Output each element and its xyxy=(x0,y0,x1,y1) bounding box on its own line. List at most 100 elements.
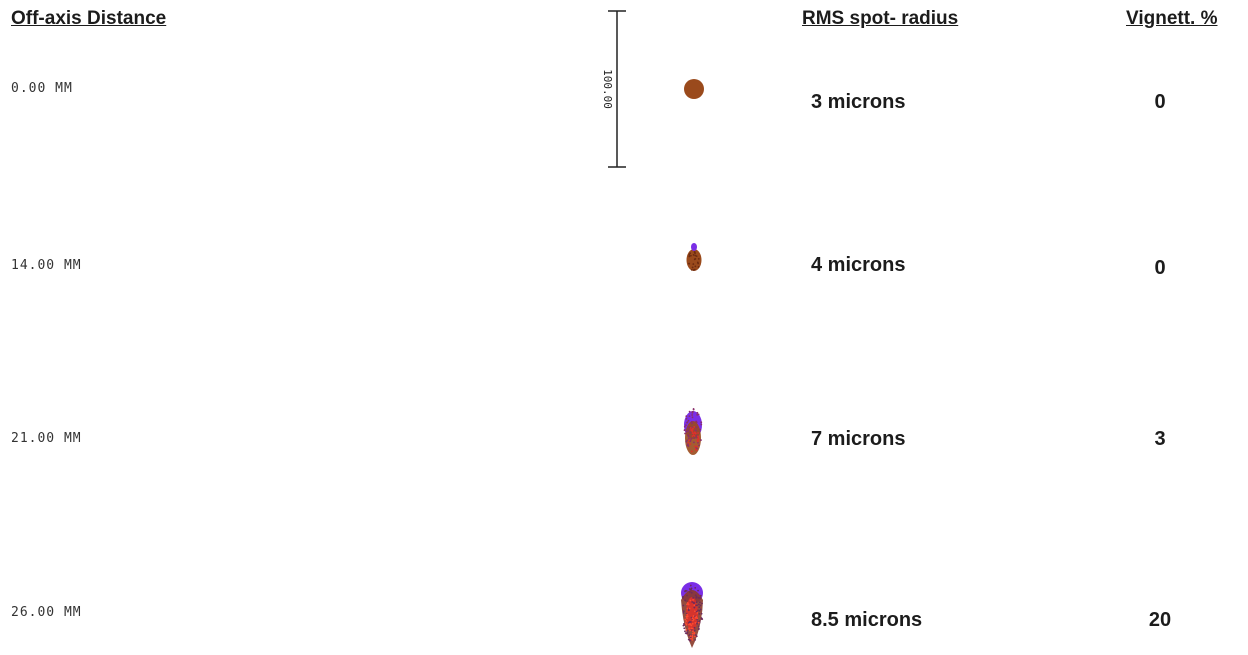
spot-core xyxy=(684,79,704,99)
spot-ray-point xyxy=(694,265,697,268)
spot-ray-point xyxy=(690,637,692,640)
spot-ray-point xyxy=(690,254,692,257)
spot-ray-point xyxy=(690,591,693,594)
spot-ray-point xyxy=(685,620,688,622)
spot-ray-point xyxy=(691,414,694,416)
spot-ray-point xyxy=(690,437,693,440)
spot-ray-point xyxy=(689,599,692,602)
spot-ray-point xyxy=(689,252,691,255)
vignetting-value-row-1: 0 xyxy=(1154,91,1166,113)
spot-ray-point xyxy=(685,629,688,631)
spot-ray-point xyxy=(682,624,685,627)
spot-ray-point xyxy=(683,627,686,630)
spot-ray-point xyxy=(690,587,693,590)
spot-ray-point xyxy=(682,611,685,614)
spot-ray-point xyxy=(687,434,689,437)
spot-ray-point xyxy=(694,622,697,624)
spot-ray-point xyxy=(692,599,694,601)
spot-ray-point xyxy=(698,609,701,612)
spot-ray-point xyxy=(698,620,701,622)
spot-ray-point xyxy=(684,599,687,602)
spot-ray-point xyxy=(695,420,697,423)
distance-label-row-1: 0.00 MM xyxy=(11,81,73,96)
spot-ray-point xyxy=(688,437,690,440)
spot-ray-point xyxy=(697,625,700,628)
spot-ray-point xyxy=(695,434,698,437)
spot-ray-point xyxy=(686,421,688,424)
spot-ray-point xyxy=(693,441,695,444)
spot-ray-point xyxy=(686,439,688,442)
spot-ray-point xyxy=(692,597,695,599)
spot-ray-point xyxy=(692,427,694,430)
spot-ray-point xyxy=(684,630,686,633)
spot-ray-point xyxy=(697,266,700,268)
spot-ray-point xyxy=(696,618,699,621)
spot-ray-point xyxy=(694,448,697,450)
spot-ray-point xyxy=(696,612,699,614)
spot-ray-point xyxy=(688,607,691,610)
spot-ray-point xyxy=(695,426,698,429)
spot-ray-point xyxy=(693,631,696,634)
spot-ray-point xyxy=(691,266,694,269)
spot-ray-point xyxy=(687,441,690,444)
spot-ray-point xyxy=(688,410,691,413)
spot-ray-point xyxy=(695,635,698,638)
spot-ray-point xyxy=(688,588,691,590)
spot-ray-point xyxy=(697,596,700,599)
spot-ray-point xyxy=(682,610,685,613)
spot-ray-point xyxy=(684,589,687,592)
spot-ray-point xyxy=(698,444,700,447)
spot-ray-point xyxy=(689,584,692,587)
spot-ray-point xyxy=(693,425,696,428)
spot-ray-point xyxy=(685,589,688,592)
spot-ray-point xyxy=(694,638,697,641)
spot-ray-point xyxy=(686,603,688,606)
spot-ray-point xyxy=(692,619,694,622)
spot-ray-point xyxy=(689,639,691,642)
spot-ray-point xyxy=(697,589,699,592)
spot-ray-point xyxy=(692,263,695,265)
spot-ray-point xyxy=(697,436,700,439)
spot-ray-point xyxy=(687,603,690,606)
spot-violet-tip xyxy=(691,243,697,251)
distance-label-row-2: 14.00 MM xyxy=(11,258,82,273)
spot-ray-point xyxy=(692,408,695,410)
header-off-axis-distance: Off-axis Distance xyxy=(11,8,167,29)
spot-ray-point xyxy=(693,601,695,604)
spot-ray-point xyxy=(688,634,691,637)
spot-ray-point xyxy=(696,622,698,625)
spot-ray-point xyxy=(694,586,697,589)
spot-diagram-row-1 xyxy=(684,79,704,99)
spot-ray-point xyxy=(691,632,694,635)
spot-ray-point xyxy=(696,413,699,416)
rms-value-row-4: 8.5 microns xyxy=(811,609,923,631)
spot-ray-point xyxy=(688,620,691,623)
spot-ray-point xyxy=(690,268,693,271)
vignetting-value-row-4: 20 xyxy=(1148,609,1172,631)
spot-ray-point xyxy=(697,262,700,265)
spot-ray-point xyxy=(692,269,695,271)
spot-ray-point xyxy=(688,627,690,630)
spot-ray-point xyxy=(686,615,689,618)
spot-ray-point xyxy=(691,635,694,637)
spot-ray-point xyxy=(691,422,693,425)
spot-ray-point xyxy=(693,629,696,632)
spot-ray-point xyxy=(700,612,703,615)
spot-ray-point xyxy=(687,638,690,641)
spot-ray-point xyxy=(685,431,688,433)
spot-ray-point xyxy=(684,622,687,625)
spot-ray-point xyxy=(695,601,698,604)
spot-ray-point xyxy=(691,637,694,639)
spot-ray-point xyxy=(693,437,696,439)
spot-ray-point xyxy=(688,415,691,418)
spot-ray-point xyxy=(689,443,692,445)
spot-ray-point xyxy=(697,257,700,260)
spot-ray-point xyxy=(690,420,693,423)
spot-ray-point xyxy=(697,621,700,624)
spot-ray-point xyxy=(697,432,699,434)
spot-ray-point xyxy=(685,417,688,420)
spot-ray-point xyxy=(689,431,691,434)
spot-ray-point xyxy=(696,439,699,442)
spot-ray-point xyxy=(693,604,696,607)
